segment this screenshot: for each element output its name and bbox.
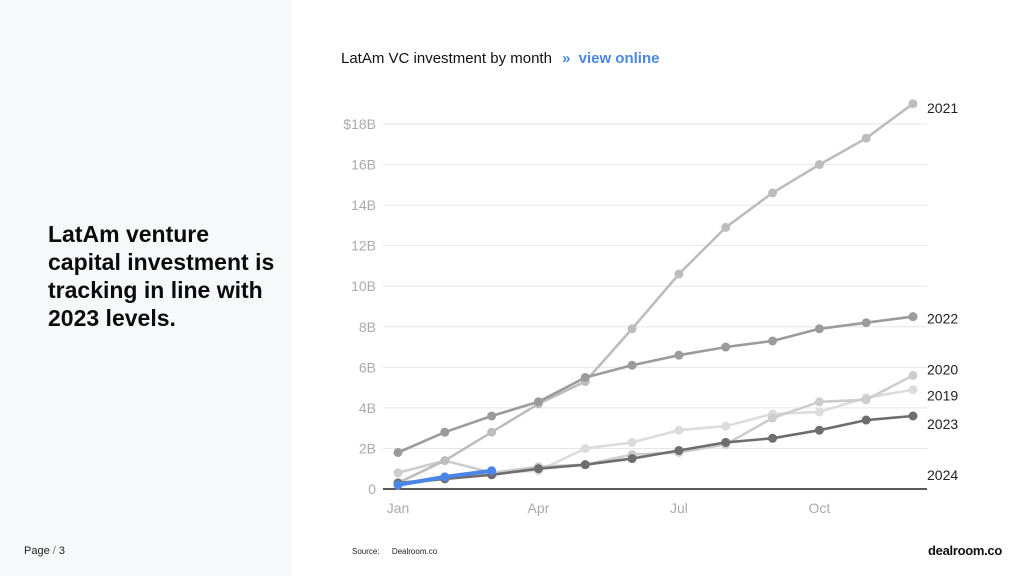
chevron-right-icon: » <box>562 50 571 67</box>
view-online-link[interactable]: view online <box>578 50 660 67</box>
y-tick-label: $18B <box>343 116 376 132</box>
data-point <box>487 427 497 437</box>
series-line-2021 <box>396 102 915 485</box>
data-point <box>861 318 871 328</box>
chart-title-text: LatAm VC investment by month <box>341 50 552 67</box>
data-point <box>908 370 918 380</box>
page-separator: / <box>52 545 56 557</box>
data-point <box>627 360 637 370</box>
x-tick-label: Jul <box>670 500 688 516</box>
data-point <box>440 427 450 437</box>
data-point <box>580 443 590 453</box>
data-point <box>768 433 778 443</box>
chart-series <box>393 99 918 490</box>
y-tick-label: 6B <box>359 359 376 375</box>
series-label-2019: 2019 <box>927 388 958 404</box>
series-label-2023: 2023 <box>927 416 958 432</box>
series-line-2020 <box>396 374 915 475</box>
y-tick-label: 14B <box>351 197 376 213</box>
y-tick-label: 4B <box>359 400 376 416</box>
data-point <box>627 437 637 447</box>
dealroom-logo: dealroom.co <box>928 543 1002 558</box>
chart-grid <box>383 123 927 490</box>
series-line-2023 <box>396 414 915 485</box>
headline: LatAm venture capital investment is trac… <box>48 221 275 331</box>
y-tick-label: 8B <box>359 319 376 335</box>
data-point <box>393 468 403 478</box>
series-label-2020: 2020 <box>927 361 958 377</box>
data-point <box>861 133 871 143</box>
series-line-2022 <box>396 315 915 454</box>
source-value: Dealroom.co <box>391 547 438 556</box>
x-tick-label: Oct <box>808 500 830 516</box>
y-tick-label: 12B <box>351 238 376 254</box>
data-point <box>814 324 824 334</box>
series-2024 <box>393 466 497 490</box>
series-label-2024: 2024 <box>927 467 958 483</box>
source-label: Source: <box>352 547 380 556</box>
series-line-2019 <box>396 388 915 487</box>
data-point <box>861 415 871 425</box>
x-tick-label: Apr <box>528 500 550 516</box>
y-axis-ticks: 0 2B 4B 6B 8B 10B 12B 14B 16B $18B <box>343 116 376 497</box>
data-point <box>627 454 637 464</box>
left-panel <box>0 0 292 576</box>
data-point <box>487 411 497 421</box>
data-point <box>908 312 918 322</box>
data-point <box>861 395 871 405</box>
x-tick-label: Jan <box>387 500 410 516</box>
page-number-value: 3 <box>58 545 66 557</box>
x-axis-ticks: Jan Apr Jul Oct <box>387 500 831 516</box>
data-point <box>908 411 918 421</box>
data-point <box>674 445 684 455</box>
series-label-2022: 2022 <box>927 311 958 327</box>
series-2021 <box>393 99 918 488</box>
source-note: Source: Dealroom.co <box>352 547 437 556</box>
data-point <box>674 350 684 360</box>
data-point <box>814 425 824 435</box>
data-point <box>580 372 590 382</box>
data-point <box>768 188 778 198</box>
y-tick-label: 0 <box>368 481 376 497</box>
data-point <box>768 413 778 423</box>
data-point <box>533 464 543 474</box>
data-point <box>908 99 918 109</box>
data-point <box>393 448 403 457</box>
data-point <box>768 336 778 346</box>
data-point <box>721 342 731 352</box>
data-point <box>814 397 824 407</box>
data-point <box>814 160 824 170</box>
data-point <box>487 466 497 476</box>
data-point <box>440 472 450 482</box>
data-point <box>533 397 543 407</box>
series-labels: 2021 2022 2020 2019 2023 2024 <box>927 100 958 483</box>
data-point <box>908 385 918 395</box>
data-point <box>721 437 731 447</box>
data-point <box>440 456 450 466</box>
data-point <box>814 407 824 417</box>
data-point <box>627 324 637 334</box>
data-point <box>674 425 684 435</box>
data-point <box>580 460 590 470</box>
page-number: Page / 3 <box>24 545 65 557</box>
y-tick-label: 10B <box>351 278 376 294</box>
series-2022 <box>393 312 918 457</box>
data-point <box>674 269 684 279</box>
series-label-2021: 2021 <box>927 100 958 116</box>
data-point <box>721 421 731 431</box>
y-tick-label: 2B <box>359 440 376 456</box>
page-label: Page <box>24 545 50 557</box>
y-tick-label: 16B <box>351 157 376 173</box>
chart-title: LatAm VC investment by month » view onli… <box>341 50 659 67</box>
data-point <box>721 222 731 232</box>
data-point <box>393 480 403 490</box>
